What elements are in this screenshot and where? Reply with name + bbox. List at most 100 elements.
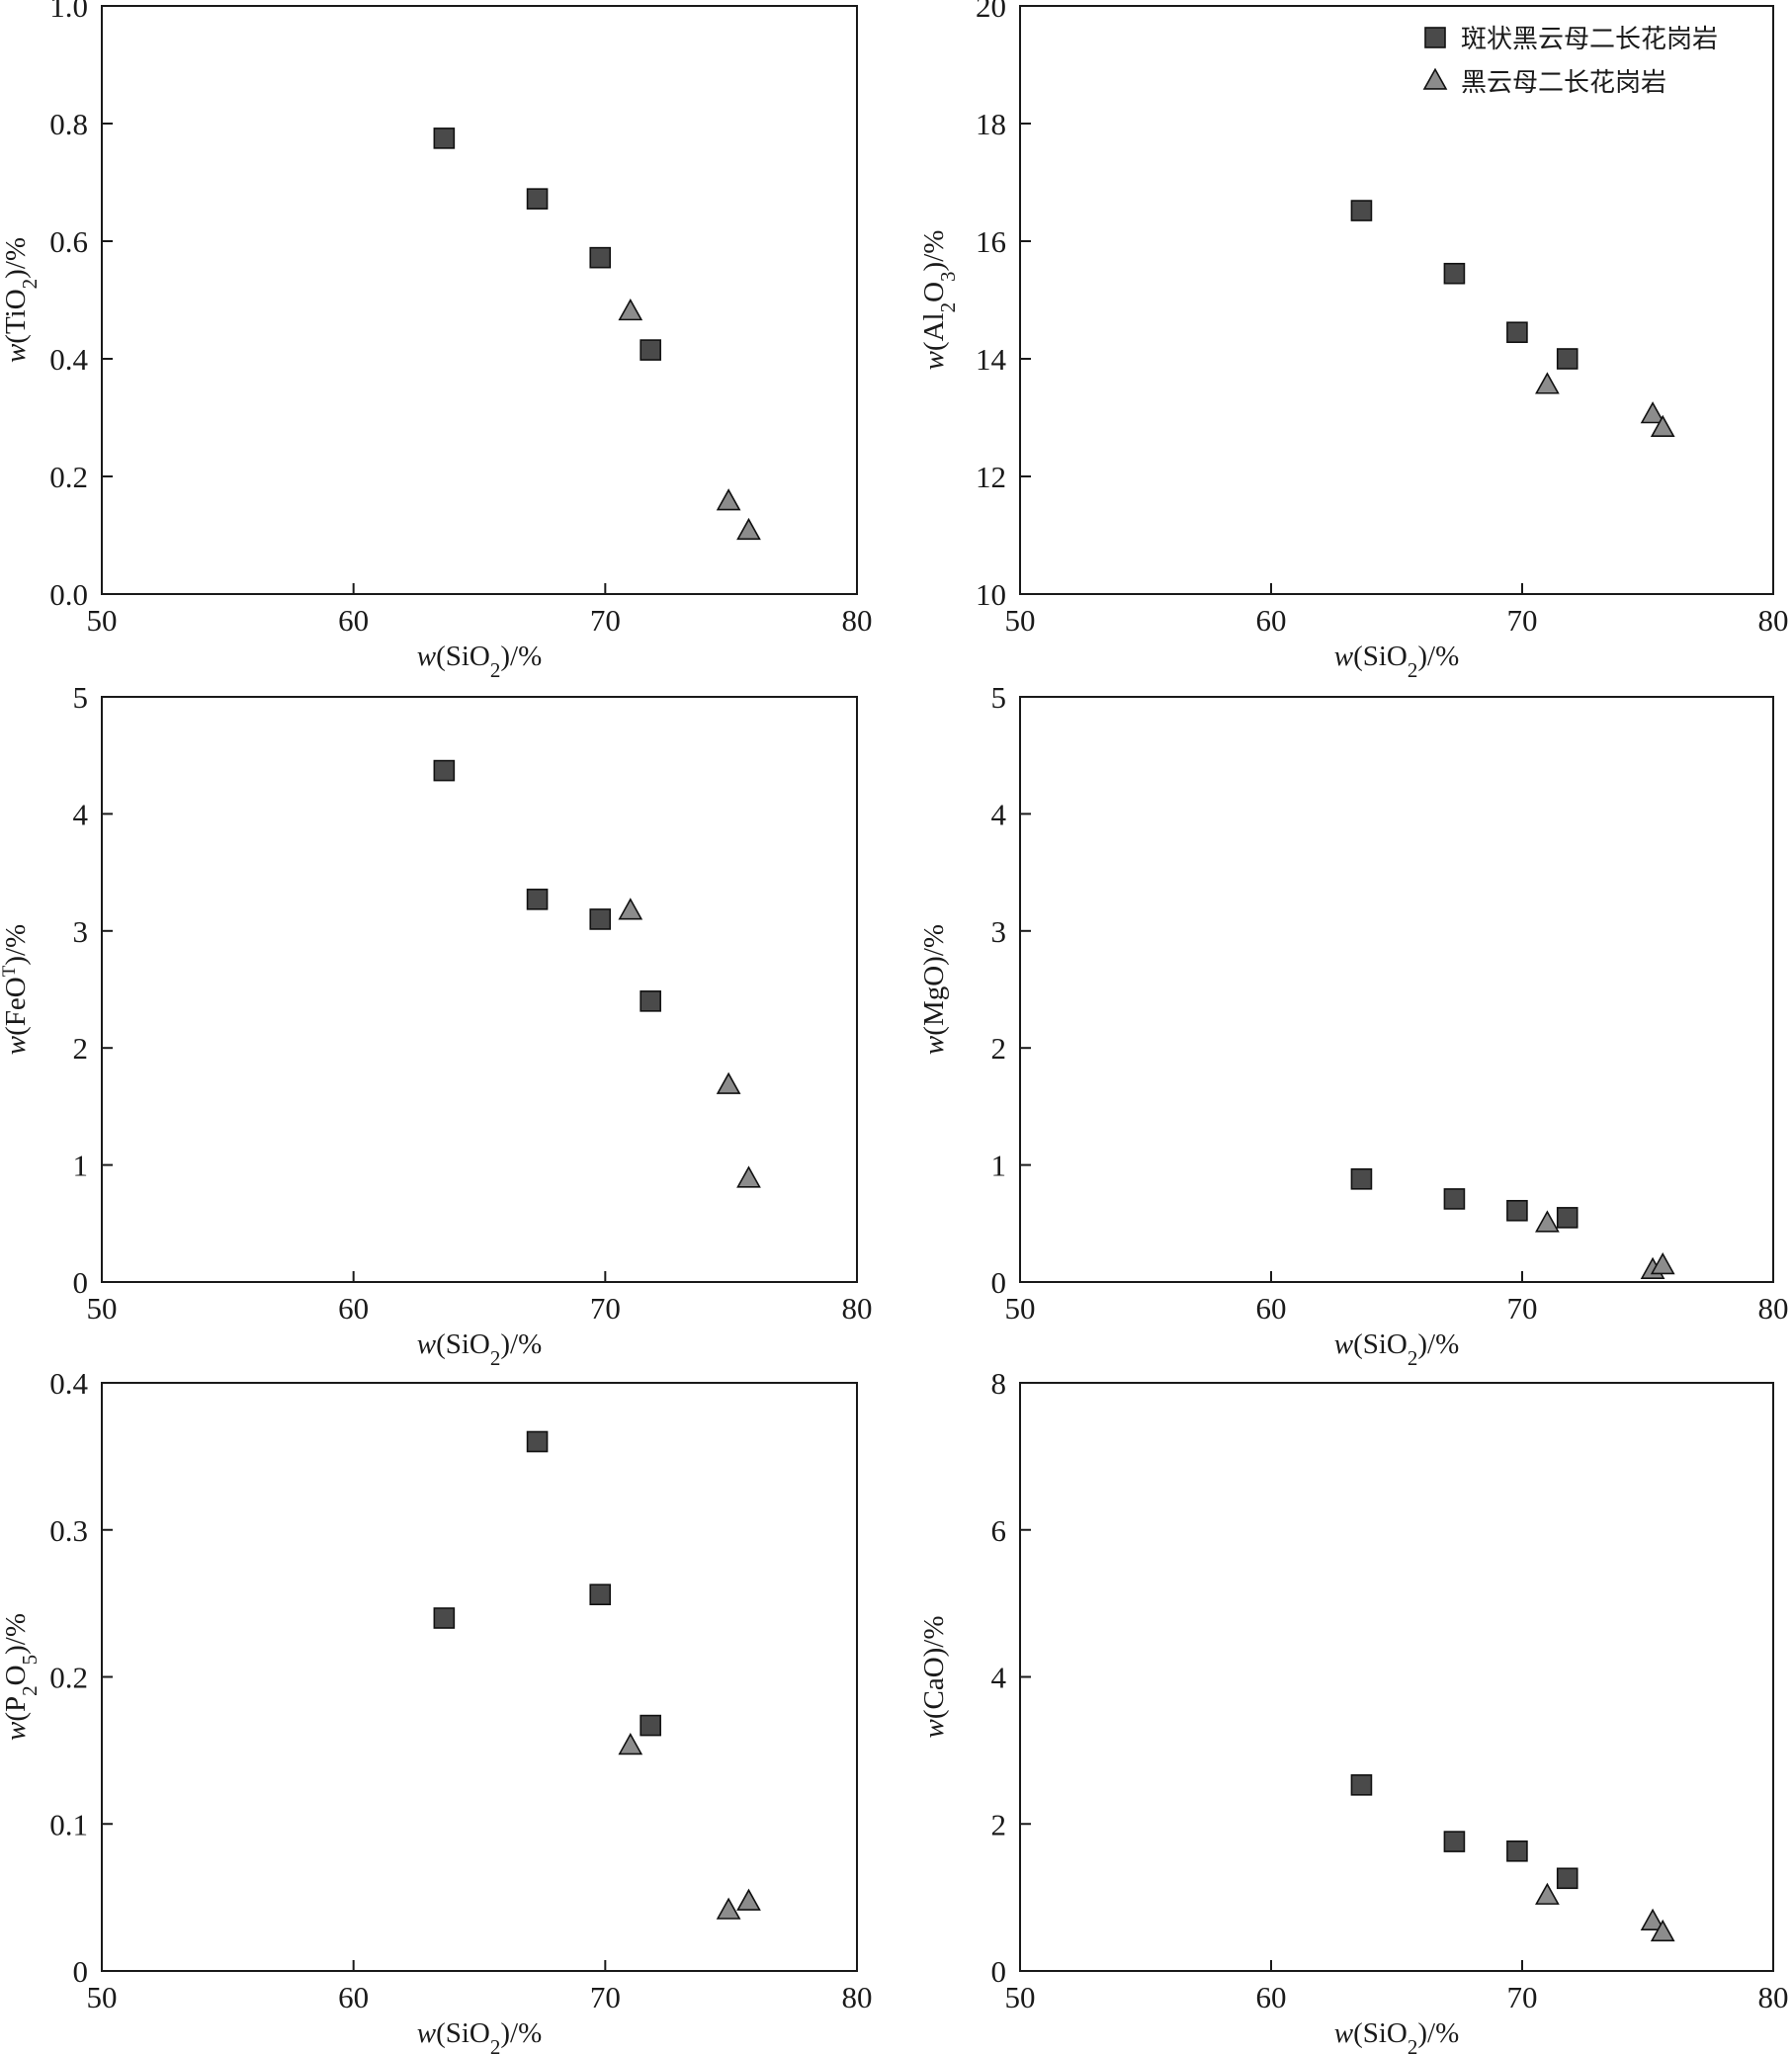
y-tick-label: 10 xyxy=(976,577,1006,612)
data-point-triangle xyxy=(1650,1251,1675,1275)
x-tick-label: 70 xyxy=(590,603,621,638)
x-tick-label: 80 xyxy=(842,1980,873,2014)
y-tick-label: 2 xyxy=(991,1031,1007,1066)
x-tick-label: 70 xyxy=(1507,1980,1538,2014)
data-point-square xyxy=(1506,1840,1528,1862)
x-tick-label: 60 xyxy=(1256,603,1287,638)
data-point-square xyxy=(1506,321,1528,344)
data-point-triangle xyxy=(716,1071,741,1094)
x-tick-label: 60 xyxy=(1256,1980,1287,2014)
x-tick-label: 70 xyxy=(1507,603,1538,638)
data-point-square xyxy=(1350,1168,1373,1190)
plot-frame xyxy=(1019,696,1774,1283)
x-tick-label: 50 xyxy=(1005,1291,1036,1326)
data-point-square xyxy=(640,1714,661,1737)
y-axis-label: w(P2O5)/% xyxy=(0,1613,42,1741)
y-tick-label: 3 xyxy=(73,914,89,949)
data-point-triangle xyxy=(736,1888,761,1911)
data-point-triangle xyxy=(1535,1210,1560,1233)
plot-frame xyxy=(101,696,858,1283)
data-point-triangle xyxy=(1535,372,1560,394)
data-point-square xyxy=(1556,348,1579,370)
data-point-square xyxy=(433,1607,456,1629)
x-tick-label: 50 xyxy=(1005,1980,1036,2014)
data-point-square xyxy=(1350,200,1373,221)
y-tick-label: 0.0 xyxy=(49,577,88,612)
x-axis-label: w(SiO2)/% xyxy=(1334,641,1460,682)
data-point-triangle xyxy=(1650,1919,1675,1942)
x-tick-label: 70 xyxy=(590,1980,621,2014)
y-tick-label: 0 xyxy=(73,1954,89,1989)
x-tick-label: 80 xyxy=(1758,603,1789,638)
y-axis-label: w(TiO2)/% xyxy=(0,237,42,363)
y-axis-label: w(FeOT)/% xyxy=(0,924,32,1055)
x-axis-label: w(SiO2)/% xyxy=(417,1328,543,1370)
y-tick-label: 4 xyxy=(991,797,1007,831)
data-point-square xyxy=(1556,1207,1579,1229)
data-point-triangle xyxy=(736,517,761,541)
plot-frame xyxy=(101,1382,858,1972)
y-axis-label: w(CaO)/% xyxy=(918,1615,950,1738)
y-axis-label: w(MgO)/% xyxy=(918,924,950,1055)
x-tick-label: 50 xyxy=(87,603,118,638)
data-point-triangle xyxy=(736,1165,761,1188)
chart-panel-4: 50 60 70 80 0 1 2 3 4 5 w(SiO2)/% w(MgO)/% xyxy=(918,680,1789,1370)
data-point-triangle xyxy=(618,898,643,920)
x-tick-label: 80 xyxy=(1758,1291,1789,1326)
data-point-square xyxy=(1506,1199,1528,1222)
x-tick-label: 50 xyxy=(87,1291,118,1326)
x-axis-label: w(SiO2)/% xyxy=(1334,1328,1460,1370)
x-tick-label: 60 xyxy=(338,1291,369,1326)
y-tick-label: 1 xyxy=(991,1149,1007,1183)
x-tick-label: 70 xyxy=(1507,1291,1538,1326)
y-tick-label: 0.3 xyxy=(49,1513,88,1548)
x-tick-label: 80 xyxy=(842,603,873,638)
y-tick-label: 3 xyxy=(991,914,1007,949)
y-tick-label: 0.8 xyxy=(49,107,88,141)
y-tick-label: 0 xyxy=(73,1265,89,1300)
y-axis-label: w(Al2O3)/% xyxy=(918,230,960,371)
y-tick-label: 2 xyxy=(73,1031,89,1066)
x-tick-label: 60 xyxy=(338,603,369,638)
y-tick-label: 16 xyxy=(976,224,1006,259)
chart-panel-6: 50 60 70 80 0 2 4 6 8 w(SiO2)/% w(CaO)/% xyxy=(918,1366,1789,2054)
y-tick-label: 12 xyxy=(976,460,1006,494)
data-point-triangle xyxy=(1640,401,1665,424)
data-point-square xyxy=(589,246,612,269)
x-tick-label: 60 xyxy=(338,1980,369,2014)
x-tick-label: 80 xyxy=(1758,1980,1789,2014)
data-point-square xyxy=(433,759,456,782)
x-axis-label: w(SiO2)/% xyxy=(417,641,543,682)
y-tick-label: 6 xyxy=(991,1513,1007,1548)
y-tick-label: 1.0 xyxy=(49,0,88,24)
legend-square-icon xyxy=(1424,27,1446,48)
plot-frame xyxy=(1019,5,1774,595)
chart-panel-5: 50 60 70 80 0 0.1 0.2 0.3 0.4 w(SiO2)/% w(P2O5)/% xyxy=(0,1366,873,2054)
y-tick-label: 5 xyxy=(991,680,1007,715)
data-point-square xyxy=(433,128,456,149)
data-point-square xyxy=(1443,1188,1466,1210)
data-point-triangle xyxy=(618,1732,643,1755)
x-tick-label: 80 xyxy=(842,1291,873,1326)
y-tick-label: 0 xyxy=(991,1265,1007,1300)
y-tick-label: 1 xyxy=(73,1149,89,1183)
y-tick-label: 0.6 xyxy=(49,224,88,259)
x-tick-label: 70 xyxy=(590,1291,621,1326)
data-point-square xyxy=(526,1430,549,1453)
x-tick-label: 50 xyxy=(87,1980,118,2014)
legend-triangle-icon xyxy=(1422,67,1448,90)
data-point-triangle xyxy=(1650,414,1675,437)
data-point-square xyxy=(640,990,661,1012)
x-axis-label: w(SiO2)/% xyxy=(1334,2017,1460,2054)
data-point-square xyxy=(526,889,549,910)
chart-panel-2: 50 60 70 80 10 12 14 16 18 20 w(SiO2)/% w(Al2O3)/% xyxy=(918,0,1789,682)
legend-label: 斑状黑云母二长花岗岩 xyxy=(1461,25,1718,54)
data-point-triangle xyxy=(716,1897,741,1920)
data-point-square xyxy=(1443,262,1466,285)
data-point-square xyxy=(1556,1867,1579,1890)
y-tick-label: 14 xyxy=(976,342,1007,377)
legend-label: 黑云母二长花岗岩 xyxy=(1461,68,1666,98)
data-point-triangle xyxy=(618,298,643,321)
